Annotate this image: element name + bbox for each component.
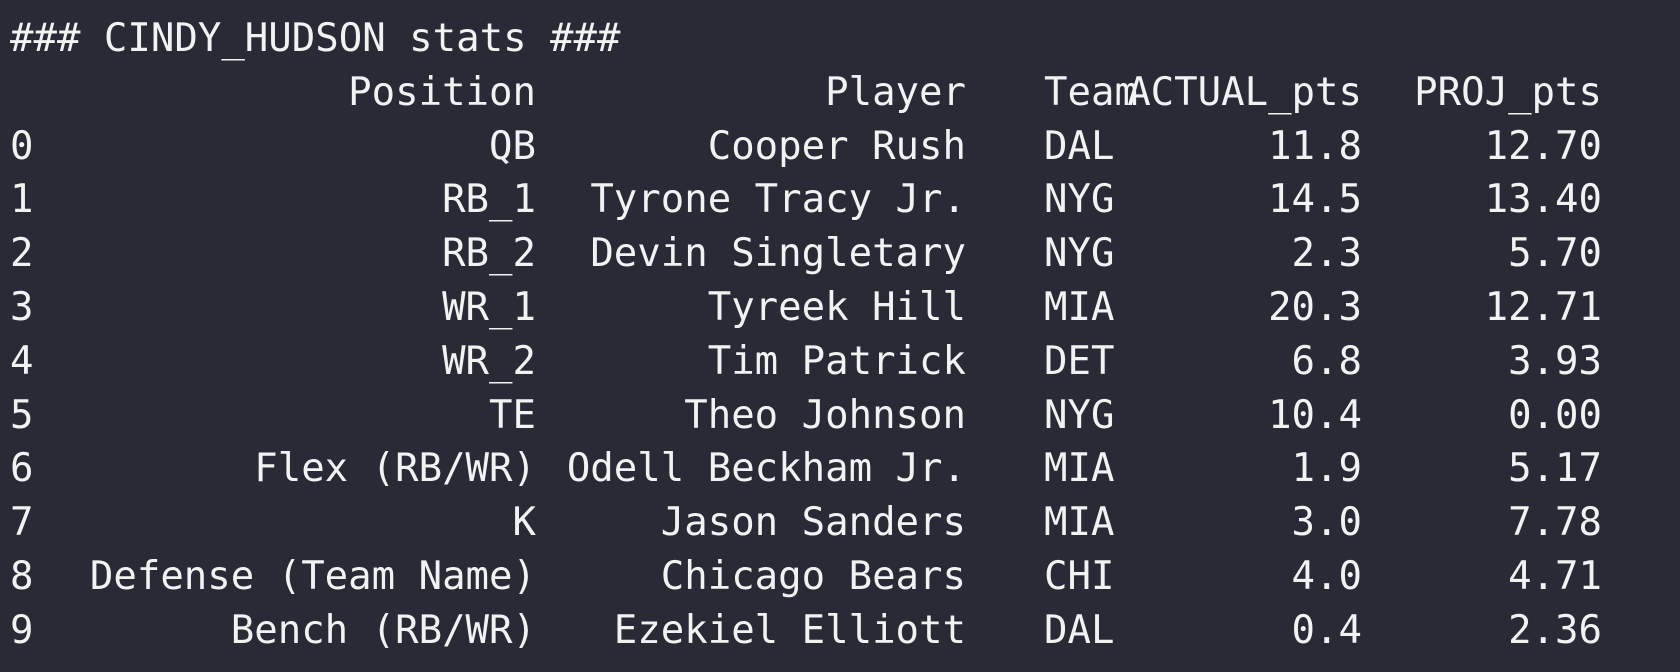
cell-proj-pts: 0.00 — [1508, 392, 1602, 438]
table-row: 3 WR_1 Tyreek Hill MIA 20.3 12.71 — [10, 281, 1680, 335]
table-row: 8 Defense (Team Name) Chicago Bears CHI 4.0 4… — [10, 550, 1680, 604]
table-row: 7 K Jason Sanders MIA 3.0 7.78 — [10, 496, 1680, 550]
cell-proj-pts: 4.71 — [1508, 553, 1602, 599]
cell-team: DAL — [1044, 607, 1115, 653]
row-index: 3 — [10, 284, 34, 330]
cell-actual-pts: 11.8 — [1268, 123, 1362, 169]
table-row: 5 TE Theo Johnson NYG 10.4 0.00 — [10, 389, 1680, 443]
row-index: 1 — [10, 177, 34, 223]
row-index: 2 — [10, 231, 34, 277]
row-index: 9 — [10, 607, 34, 653]
table-row: 9 Bench (RB/WR) Ezekiel Elliott DAL 0.4 2.36 — [10, 604, 1680, 658]
cell-actual-pts: 20.3 — [1268, 284, 1362, 330]
cell-team: NYG — [1044, 392, 1115, 438]
cell-team: MIA — [1044, 500, 1115, 546]
table-row: 1 RB_1 Tyrone Tracy Jr. NYG 14.5 13.40 — [10, 173, 1680, 227]
cell-player: Tim Patrick — [707, 338, 966, 384]
row-index: 8 — [10, 553, 34, 599]
cell-actual-pts: 3.0 — [1291, 500, 1362, 546]
header-actual-pts: ACTUAL_pts — [1127, 69, 1362, 115]
cell-team: MIA — [1044, 284, 1115, 330]
cell-proj-pts: 12.70 — [1484, 123, 1602, 169]
header-position: Position — [348, 69, 536, 115]
cell-position: RB_2 — [442, 231, 536, 277]
cell-proj-pts: 5.17 — [1508, 446, 1602, 492]
cell-player: Cooper Rush — [707, 123, 966, 169]
cell-team: NYG — [1044, 231, 1115, 277]
cell-team: DAL — [1044, 123, 1115, 169]
cell-actual-pts: 0.4 — [1291, 607, 1362, 653]
stats-title: ### CINDY_HUDSON stats ### — [10, 16, 621, 61]
cell-actual-pts: 1.9 — [1291, 446, 1362, 492]
cell-proj-pts: 2.36 — [1508, 607, 1602, 653]
row-index: 6 — [10, 446, 34, 492]
header-player: Player — [825, 69, 966, 115]
row-index: 7 — [10, 500, 34, 546]
cell-position: Defense (Team Name) — [89, 553, 536, 599]
cell-player: Ezekiel Elliott — [613, 607, 966, 653]
cell-team: DET — [1044, 338, 1115, 384]
cell-team: CHI — [1044, 553, 1115, 599]
table-row: 6 Flex (RB/WR) Odell Beckham Jr. MIA 1.9 5.17 — [10, 442, 1680, 496]
cell-team: NYG — [1044, 177, 1115, 223]
row-index: 5 — [10, 392, 34, 438]
cell-position: WR_1 — [442, 284, 536, 330]
header-team: Team — [1044, 69, 1138, 115]
cell-proj-pts: 7.78 — [1508, 500, 1602, 546]
cell-position: WR_2 — [442, 338, 536, 384]
cell-player: Tyreek Hill — [707, 284, 966, 330]
cell-player: Jason Sanders — [660, 500, 966, 546]
cell-proj-pts: 5.70 — [1508, 231, 1602, 277]
cell-proj-pts: 13.40 — [1484, 177, 1602, 223]
cell-position: RB_1 — [442, 177, 536, 223]
row-index: 4 — [10, 338, 34, 384]
cell-player: Chicago Bears — [660, 553, 966, 599]
cell-proj-pts: 12.71 — [1484, 284, 1602, 330]
cell-proj-pts: 3.93 — [1508, 338, 1602, 384]
table-row: 2 RB_2 Devin Singletary NYG 2.3 5.70 — [10, 227, 1680, 281]
cell-position: K — [512, 500, 536, 546]
cell-player: Devin Singletary — [590, 231, 966, 277]
table-row: 0 QB Cooper Rush DAL 11.8 12.70 — [10, 120, 1680, 174]
cell-team: MIA — [1044, 446, 1115, 492]
cell-position: TE — [489, 392, 536, 438]
cell-actual-pts: 2.3 — [1291, 231, 1362, 277]
cell-position: Bench (RB/WR) — [230, 607, 536, 653]
cell-actual-pts: 10.4 — [1268, 392, 1362, 438]
cell-position: Flex (RB/WR) — [254, 446, 536, 492]
cell-player: Odell Beckham Jr. — [566, 446, 966, 492]
cell-player: Tyrone Tracy Jr. — [590, 177, 966, 223]
cell-actual-pts: 14.5 — [1268, 177, 1362, 223]
table-header: Position Player Team ACTUAL_pts PROJ_pts — [10, 66, 1680, 120]
row-index: 0 — [10, 123, 34, 169]
table-body: 0 QB Cooper Rush DAL 11.8 12.70 1 RB_1 Tyrone Tr… — [10, 120, 1680, 658]
cell-position: QB — [489, 123, 536, 169]
cell-actual-pts: 4.0 — [1291, 553, 1362, 599]
table-row: 4 WR_2 Tim Patrick DET 6.8 3.93 — [10, 335, 1680, 389]
header-proj-pts: PROJ_pts — [1414, 69, 1602, 115]
cell-player: Theo Johnson — [684, 392, 966, 438]
cell-actual-pts: 6.8 — [1291, 338, 1362, 384]
